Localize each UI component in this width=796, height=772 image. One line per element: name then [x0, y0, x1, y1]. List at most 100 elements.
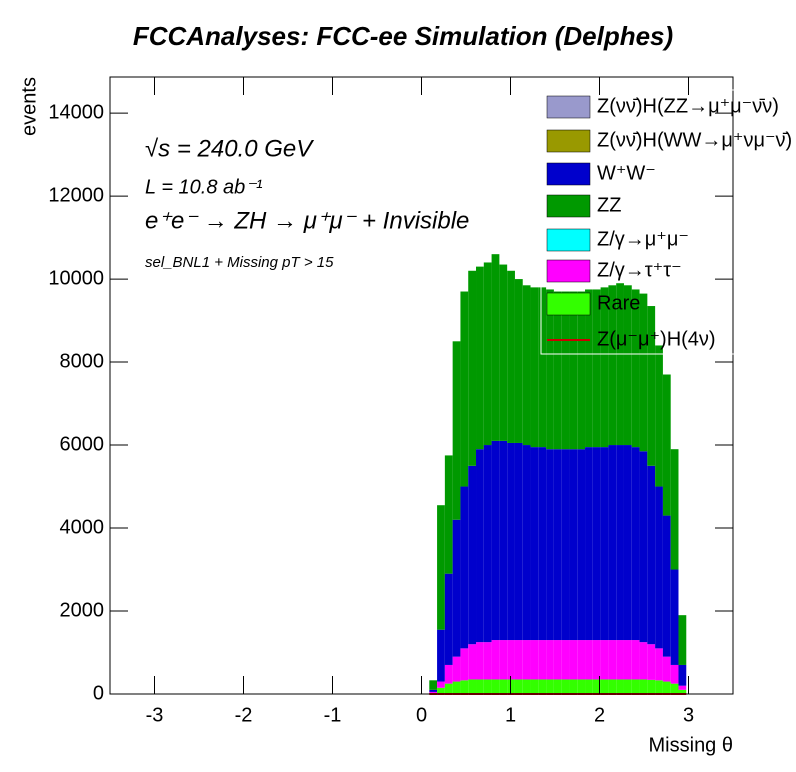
histogram-bar	[623, 285, 632, 446]
histogram-bar	[662, 515, 671, 657]
histogram-bar	[444, 664, 453, 684]
histogram-bar	[460, 648, 469, 681]
histogram-bar	[530, 640, 539, 680]
legend-swatch	[546, 194, 591, 218]
histogram-bar	[600, 640, 609, 680]
histogram-bar	[678, 615, 687, 665]
x-tick-label: -3	[146, 704, 164, 726]
y-tick-label: 10000	[48, 267, 104, 289]
histogram-bar	[585, 640, 593, 680]
histogram-bar	[670, 569, 679, 665]
histogram-bar	[429, 691, 438, 694]
legend-label: Z(νν̄)H(WW→μ⁺νμ⁻ν̄)	[597, 129, 792, 151]
histogram-bar	[483, 445, 492, 643]
histogram-bar	[507, 679, 515, 694]
histogram-bar	[561, 449, 570, 641]
histogram-bar	[631, 640, 640, 680]
x-tick-label: -2	[235, 704, 253, 726]
histogram-bar	[546, 289, 554, 450]
histogram-bar	[670, 683, 679, 694]
histogram-bar	[514, 679, 523, 694]
histogram-bar	[468, 465, 477, 645]
y-axis-label: events	[18, 77, 40, 136]
legend-label: Z/γ→μ⁺μ⁻	[597, 228, 689, 250]
histogram-bar	[522, 640, 531, 680]
histogram-bar	[655, 648, 663, 681]
histogram-bar	[452, 519, 461, 657]
histogram-bar	[553, 291, 562, 450]
histogram-bar	[616, 679, 624, 694]
legend-swatch	[546, 95, 591, 119]
histogram-bar	[639, 642, 648, 680]
histogram-bar	[585, 679, 593, 694]
histogram-bar	[647, 465, 656, 645]
histogram-bar	[577, 291, 586, 450]
histogram-bar	[507, 270, 515, 443]
annotation: L = 10.8 ab⁻¹	[145, 176, 263, 198]
histogram-bar	[499, 440, 508, 641]
histogram-bar	[491, 679, 500, 694]
histogram-bar	[623, 640, 632, 680]
histogram-bar	[499, 640, 508, 680]
x-tick-label: -1	[324, 704, 342, 726]
histogram-bar	[639, 293, 648, 452]
histogram-bar	[662, 681, 671, 694]
annotation: √s = 240.0 GeV	[145, 135, 314, 162]
histogram-bar	[639, 679, 648, 694]
histogram-bar	[444, 573, 453, 665]
y-tick-label: 14000	[48, 101, 104, 123]
histogram-bar	[623, 679, 632, 694]
histogram-bar	[468, 679, 477, 694]
legend-box	[540, 89, 796, 355]
chart-title: FCCAnalyses: FCC-ee Simulation (Delphes)	[133, 21, 673, 51]
histogram-bar	[670, 664, 679, 684]
legend-swatch	[546, 228, 591, 252]
histogram-bar	[585, 289, 593, 448]
histogram-bar	[553, 679, 562, 694]
histogram-bar	[437, 681, 445, 688]
histogram-bar	[592, 289, 601, 448]
y-tick-label: 8000	[60, 350, 105, 372]
legend-label: Z(μ⁻μ⁺)H(4ν)	[597, 328, 716, 350]
x-axis-label: Missing θ	[649, 734, 733, 756]
histogram-bar	[468, 644, 477, 680]
y-tick-label: 6000	[60, 433, 105, 455]
histogram-bar	[476, 266, 484, 450]
plot-area	[429, 254, 687, 695]
histogram-bar	[600, 447, 609, 641]
histogram-bar	[483, 679, 492, 694]
legend-swatch	[546, 259, 591, 283]
histogram-bar	[561, 679, 570, 694]
histogram-bar	[585, 447, 593, 641]
histogram-bar	[491, 440, 500, 641]
histogram-bar	[491, 254, 500, 441]
histogram-bar	[631, 447, 640, 641]
histogram-bar	[577, 449, 586, 641]
x-tick-label: 3	[683, 704, 694, 726]
annotation: e⁺e⁻ → ZH → μ⁺μ⁻ + Invisible	[145, 207, 469, 234]
histogram-bar	[499, 679, 508, 694]
x-tick-label: 0	[416, 704, 427, 726]
histogram-bar	[678, 689, 687, 694]
histogram-bar	[553, 640, 562, 680]
histogram-bar	[608, 640, 617, 680]
histogram-bar	[608, 445, 617, 641]
histogram-bar	[460, 486, 469, 649]
histogram-bar	[577, 679, 586, 694]
histogram-bar	[577, 640, 586, 680]
histogram-bar	[538, 640, 547, 680]
y-tick-label: 0	[93, 682, 104, 704]
histogram-bar	[592, 640, 601, 680]
histogram-bar	[546, 449, 554, 641]
histogram-bar	[444, 683, 453, 694]
histogram-bar	[530, 679, 539, 694]
histogram-bar	[444, 455, 453, 574]
histogram-bar	[678, 685, 687, 690]
histogram-bar	[538, 679, 547, 694]
legend-swatch	[546, 292, 591, 316]
histogram-bar	[670, 449, 679, 570]
annotation: sel_BNL1 + Missing pT > 15	[145, 254, 334, 271]
histogram-bar	[507, 640, 515, 680]
histogram-bar	[437, 505, 445, 630]
